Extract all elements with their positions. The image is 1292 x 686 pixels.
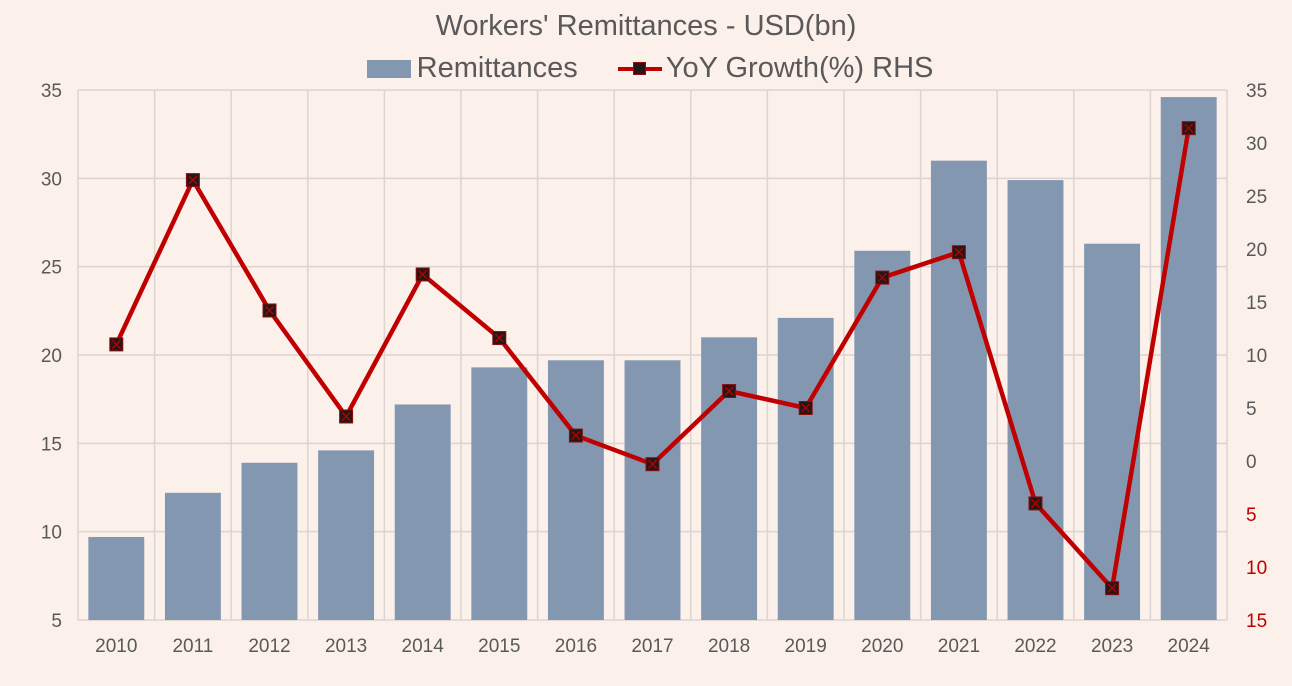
bar-2013: [318, 450, 375, 620]
svg-text:5: 5: [1246, 399, 1257, 420]
bar-2023: [1084, 243, 1141, 620]
legend: Remittances YoY Growth(%) RHS: [0, 52, 1292, 85]
svg-text:2015: 2015: [478, 636, 520, 657]
remittance-bars: [88, 97, 1217, 621]
svg-text:2021: 2021: [938, 636, 980, 657]
svg-text:2019: 2019: [785, 636, 827, 657]
bar-2014: [394, 404, 451, 620]
svg-text:2016: 2016: [555, 636, 597, 657]
svg-text:2014: 2014: [402, 636, 445, 657]
bar-2016: [547, 360, 604, 620]
legend-label-remittances: Remittances: [416, 52, 578, 84]
svg-text:10: 10: [1246, 558, 1267, 579]
bar-2012: [241, 462, 298, 620]
svg-text:35: 35: [1246, 81, 1267, 102]
svg-text:0: 0: [1246, 452, 1257, 473]
bar-2010: [88, 536, 145, 620]
bar-2020: [854, 250, 911, 620]
svg-text:10: 10: [1246, 346, 1267, 367]
right-y-axis: 35 30 25 20 15 10 5 0 5 10 15: [1246, 81, 1267, 632]
svg-text:2013: 2013: [325, 636, 367, 657]
legend-label-growth: YoY Growth(%) RHS: [665, 52, 934, 84]
svg-text:5: 5: [51, 611, 62, 632]
bar-swatch-icon: [366, 59, 411, 78]
growth-line: [109, 121, 1196, 596]
svg-text:15: 15: [1246, 611, 1267, 632]
svg-text:20: 20: [41, 346, 62, 367]
svg-text:2017: 2017: [631, 636, 673, 657]
svg-text:30: 30: [41, 169, 62, 190]
svg-text:2023: 2023: [1091, 636, 1133, 657]
bar-2021: [930, 160, 987, 620]
bar-2024: [1160, 97, 1217, 621]
svg-text:2022: 2022: [1014, 636, 1056, 657]
left-y-axis: 5 10 15 20 25 30 35: [41, 81, 62, 632]
svg-text:20: 20: [1246, 240, 1267, 261]
svg-text:35: 35: [41, 81, 62, 102]
svg-text:2011: 2011: [172, 636, 213, 657]
svg-text:2012: 2012: [248, 636, 290, 657]
legend-item-growth: YoY Growth(%) RHS: [617, 52, 934, 85]
svg-text:25: 25: [41, 258, 62, 279]
svg-text:15: 15: [1246, 293, 1267, 314]
svg-text:2020: 2020: [861, 636, 903, 657]
svg-text:2024: 2024: [1168, 636, 1211, 657]
x-axis: 2010 2011 2012 2013 2014 2015 2016 2017 2018 2019…: [95, 636, 1210, 657]
svg-text:30: 30: [1246, 134, 1267, 155]
svg-text:25: 25: [1246, 187, 1267, 208]
line-marker-swatch-icon: [617, 60, 662, 78]
svg-text:2010: 2010: [95, 636, 137, 657]
bar-2018: [701, 337, 758, 620]
bar-2019: [777, 317, 834, 620]
svg-text:10: 10: [41, 523, 62, 544]
legend-item-remittances: Remittances: [366, 52, 578, 85]
bar-2022: [1007, 180, 1064, 620]
bar-2011: [164, 492, 221, 620]
svg-text:15: 15: [41, 434, 62, 455]
bar-2015: [471, 367, 528, 620]
bar-2017: [624, 360, 681, 620]
svg-text:2018: 2018: [708, 636, 750, 657]
chart-title: Workers' Remittances - USD(bn): [435, 10, 857, 42]
svg-text:5: 5: [1246, 505, 1257, 526]
